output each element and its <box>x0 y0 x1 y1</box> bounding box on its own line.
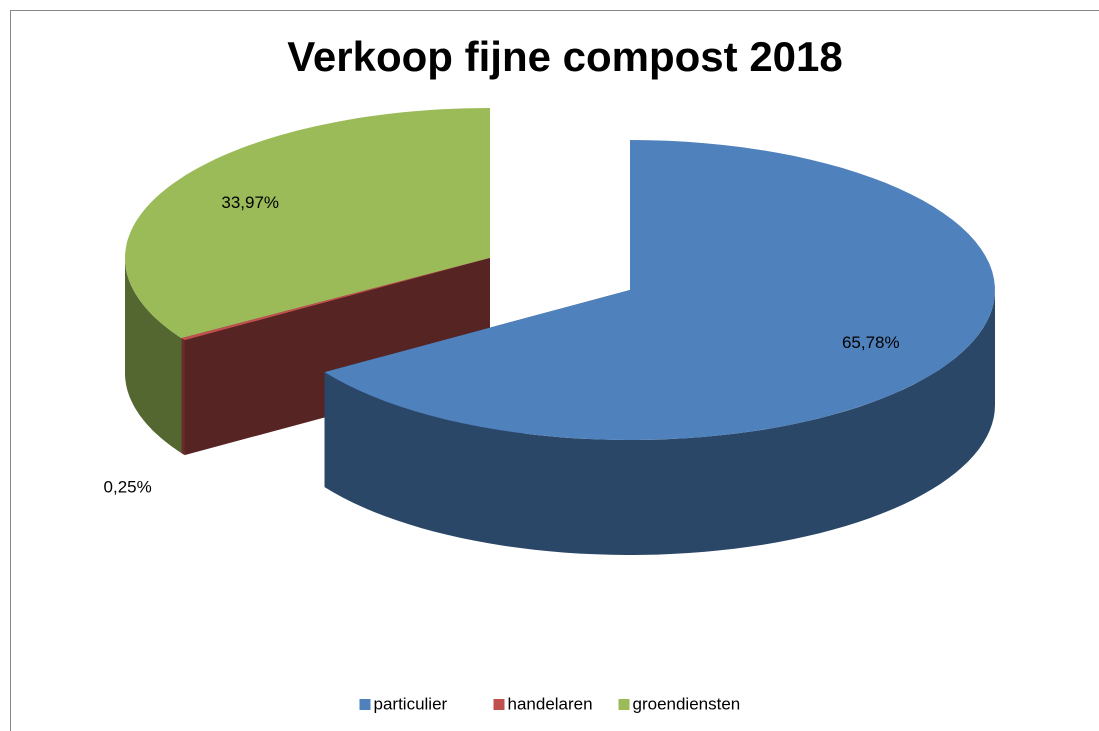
legend-label: handelaren <box>508 694 593 713</box>
data-label: 0,25% <box>104 478 152 497</box>
slice <box>125 108 490 339</box>
data-label: 33,97% <box>221 193 279 212</box>
slice-cut-face <box>181 258 490 454</box>
slice-side <box>125 258 182 454</box>
data-label: 65,78% <box>842 333 900 352</box>
legend-label: particulier <box>374 694 448 713</box>
slice <box>181 258 490 341</box>
legend-swatch <box>618 699 630 710</box>
legend-label: groendiensten <box>633 694 741 713</box>
legend-swatch <box>493 699 505 710</box>
chart-title: Verkoop fijne compost 2018 <box>287 33 843 80</box>
legend: particulier handelaren groendiensten <box>359 694 741 713</box>
slice <box>324 140 995 440</box>
slice-side <box>324 290 996 555</box>
legend-swatch <box>359 699 371 710</box>
pie: 65,78% 0,25% 33,97% <box>104 108 996 555</box>
slice-side <box>181 338 185 456</box>
